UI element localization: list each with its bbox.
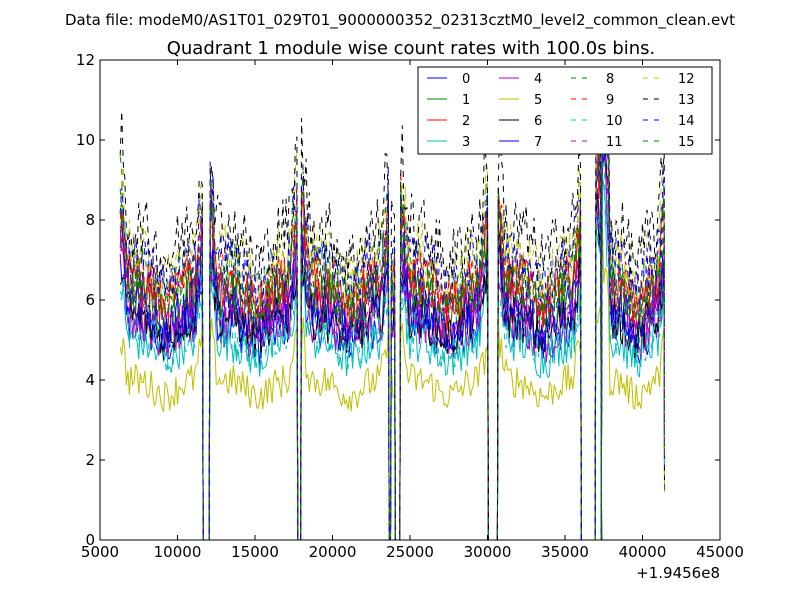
legend-label-0: 0 bbox=[462, 72, 470, 87]
legend-label-9: 9 bbox=[606, 93, 614, 108]
series-line-6 bbox=[119, 109, 665, 541]
x-tick-label: 15000 bbox=[231, 543, 279, 561]
series-line-3 bbox=[120, 173, 665, 541]
legend-label-3: 3 bbox=[462, 135, 470, 150]
legend-label-15: 15 bbox=[678, 135, 695, 150]
x-offset-label: +1.9456e8 bbox=[636, 564, 720, 582]
x-tick-label: 35000 bbox=[541, 543, 589, 561]
series-line-2 bbox=[119, 91, 665, 541]
series-line-8 bbox=[119, 91, 665, 541]
legend-label-2: 2 bbox=[462, 114, 470, 129]
x-tick-label: 30000 bbox=[464, 543, 512, 561]
suptitle: Data file: modeM0/AS1T01_029T01_90000003… bbox=[65, 11, 735, 30]
y-tick-label: 0 bbox=[85, 531, 95, 549]
legend-label-7: 7 bbox=[534, 135, 542, 150]
y-tick-label: 12 bbox=[76, 51, 95, 69]
legend-label-8: 8 bbox=[606, 72, 614, 87]
y-tick-label: 10 bbox=[76, 131, 95, 149]
legend-box bbox=[417, 66, 713, 155]
x-tick-label: 45000 bbox=[696, 543, 744, 561]
legend-label-1: 1 bbox=[462, 93, 470, 108]
legend-label-6: 6 bbox=[534, 114, 542, 129]
legend-label-4: 4 bbox=[534, 72, 542, 87]
legend-label-13: 13 bbox=[678, 93, 695, 108]
series-line-10 bbox=[119, 140, 665, 541]
chart-title: Quadrant 1 module wise count rates with … bbox=[167, 38, 656, 59]
plot-lines bbox=[119, 91, 665, 541]
x-tick-label: 25000 bbox=[386, 543, 434, 561]
series-line-13 bbox=[119, 91, 665, 541]
y-tick-label: 4 bbox=[85, 371, 95, 389]
x-tick-label: 40000 bbox=[619, 543, 667, 561]
y-tick-label: 8 bbox=[85, 211, 95, 229]
legend-label-14: 14 bbox=[678, 114, 695, 129]
legend-label-12: 12 bbox=[678, 72, 695, 87]
x-tick-label: 5000 bbox=[81, 543, 119, 561]
legend-label-10: 10 bbox=[606, 114, 623, 129]
legend-label-5: 5 bbox=[534, 93, 542, 108]
axis-ticks: 5000 10000 15000 20000 25000 30000 35000 40000 4… bbox=[76, 51, 744, 561]
y-tick-label: 6 bbox=[85, 291, 95, 309]
series-line-7 bbox=[119, 109, 665, 541]
x-tick-label: 10000 bbox=[154, 543, 202, 561]
legend-label-11: 11 bbox=[606, 135, 623, 150]
x-tick-label: 20000 bbox=[309, 543, 357, 561]
series-line-15 bbox=[119, 91, 665, 541]
y-tick-label: 2 bbox=[85, 451, 95, 469]
series-line-5 bbox=[119, 214, 665, 541]
